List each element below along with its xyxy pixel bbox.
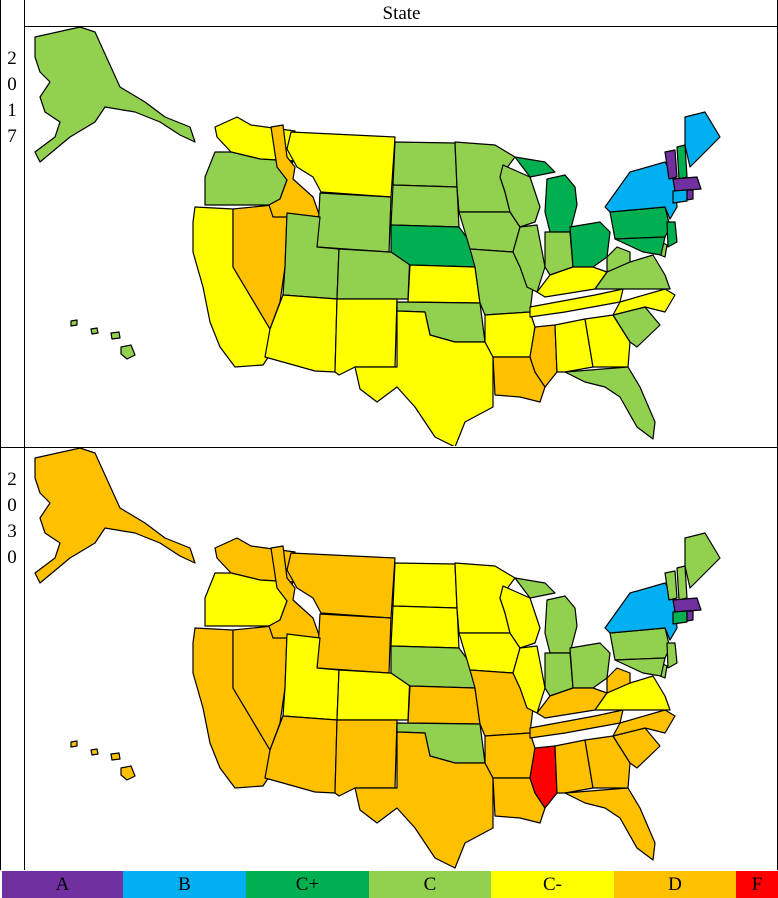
state-tx-2017 [354,310,494,446]
state-sd-2017 [390,184,460,228]
legend-grade-a: A [2,871,123,898]
state-mi-2030 [514,577,578,654]
state-sd-2030 [390,605,460,649]
state-wy-2030 [316,613,392,674]
state-il-2030 [512,645,546,714]
state-me-2030 [684,532,721,589]
map-2030 [25,448,777,869]
state-ky-2030 [536,687,608,719]
state-ri-2030 [686,610,694,622]
state-ri-2017 [686,189,694,201]
column-header-state: State [382,3,421,24]
state-wy-2017 [316,192,392,253]
legend-grade-d: D [614,871,736,898]
state-hi-2030 [70,740,136,781]
state-nj-2017 [666,221,678,248]
state-mt-2030 [286,552,396,619]
state-pa-2017 [609,206,671,240]
states-group-2030 [34,448,721,869]
state-ky-2017 [536,266,608,298]
state-ny-2017 [604,161,678,220]
grade-legend: A B C+ C C- D F [2,871,778,898]
state-nd-2017 [392,141,458,188]
state-ar-2030 [484,732,536,779]
legend-grade-c-plus: C+ [246,871,369,898]
state-oh-2030 [569,642,611,689]
state-md-2030 [614,657,666,677]
state-nd-2030 [392,562,458,609]
us-map-2017 [34,27,721,446]
state-ga-2030 [584,735,631,789]
state-fl-2017 [564,366,656,440]
state-ne-2030 [390,645,476,689]
state-nj-2030 [666,642,678,669]
state-nm-2030 [334,719,398,797]
table-frame: State 2 0 1 7 2 0 3 0 [0,0,778,870]
state-hi-2017 [70,319,136,360]
state-ks-2017 [407,264,481,304]
state-fl-2030 [564,787,656,861]
state-al-2030 [554,739,594,794]
state-vt-2030 [664,570,678,601]
state-tx-2030 [354,731,494,869]
year-label-2017: 2 0 1 7 [7,48,17,147]
state-va-2017 [594,254,671,290]
state-al-2017 [554,318,594,373]
state-ma-2017 [672,176,702,192]
map-2017 [25,27,777,446]
state-mi-2017 [514,156,578,233]
state-vt-2017 [664,149,678,180]
legend-grade-f: F [736,871,778,898]
legend-grade-b: B [123,871,246,898]
us-map-2030 [34,448,721,869]
state-ak-2017 [34,27,196,163]
left-border [0,0,1,870]
states-group-2017 [34,27,721,446]
state-ct-2030 [672,610,688,625]
state-ct-2017 [672,189,688,204]
state-ks-2030 [407,685,481,725]
row-divider [0,447,778,448]
state-nh-2030 [676,565,688,601]
state-nm-2017 [334,298,398,376]
state-ne-2017 [390,224,476,268]
state-va-2030 [594,675,671,711]
state-mt-2017 [286,131,396,198]
state-oh-2017 [569,221,611,268]
column-divider [24,0,25,870]
state-il-2017 [512,224,546,293]
state-ma-2030 [672,597,702,613]
state-ga-2017 [584,314,631,368]
year-label-2030: 2 0 3 0 [7,469,17,568]
state-pa-2030 [609,627,671,661]
state-ar-2017 [484,311,536,358]
state-nh-2017 [676,144,688,180]
state-wv-2030 [606,667,631,694]
state-md-2017 [614,236,666,256]
legend-grade-c-minus: C- [491,871,614,898]
state-ny-2030 [604,582,678,641]
legend-grade-c: C [369,871,491,898]
state-wv-2017 [606,246,631,273]
header-divider [24,26,778,27]
state-me-2017 [684,111,721,168]
state-ak-2030 [34,448,196,584]
